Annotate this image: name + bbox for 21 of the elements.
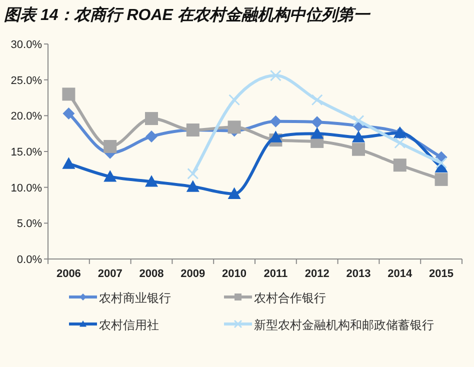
y-tick-label: 0.0% [16, 254, 42, 266]
y-tick-label: 25.0% [10, 74, 42, 87]
y-tick-label: 15.0% [10, 146, 42, 158]
x-tick-label: 2013 [346, 268, 371, 280]
x-tick-label: 2014 [388, 268, 414, 280]
x-tick-label: 2009 [180, 268, 206, 280]
y-tick-label: 10.0% [10, 182, 42, 194]
chart-title: 图表 14：农商行 ROAE 在农村金融机构中位列第一 [4, 6, 372, 24]
x-tick-label: 2011 [264, 268, 288, 280]
y-tick-label: 20.0% [10, 110, 42, 123]
y-tick-label: 30.0% [10, 39, 42, 51]
x-tick-label: 2006 [56, 268, 81, 280]
legend-label: 农村商业银行 [99, 291, 171, 305]
legend-label: 农村信用社 [99, 318, 159, 332]
y-tick-label: 5.0% [16, 218, 42, 230]
x-tick-label: 2007 [98, 268, 122, 280]
x-tick-label: 2010 [222, 268, 247, 280]
x-tick-label: 2008 [139, 268, 164, 280]
x-tick-label: 2012 [304, 268, 330, 280]
x-tick-label: 2015 [429, 268, 454, 280]
legend-label: 农村合作银行 [254, 291, 326, 305]
